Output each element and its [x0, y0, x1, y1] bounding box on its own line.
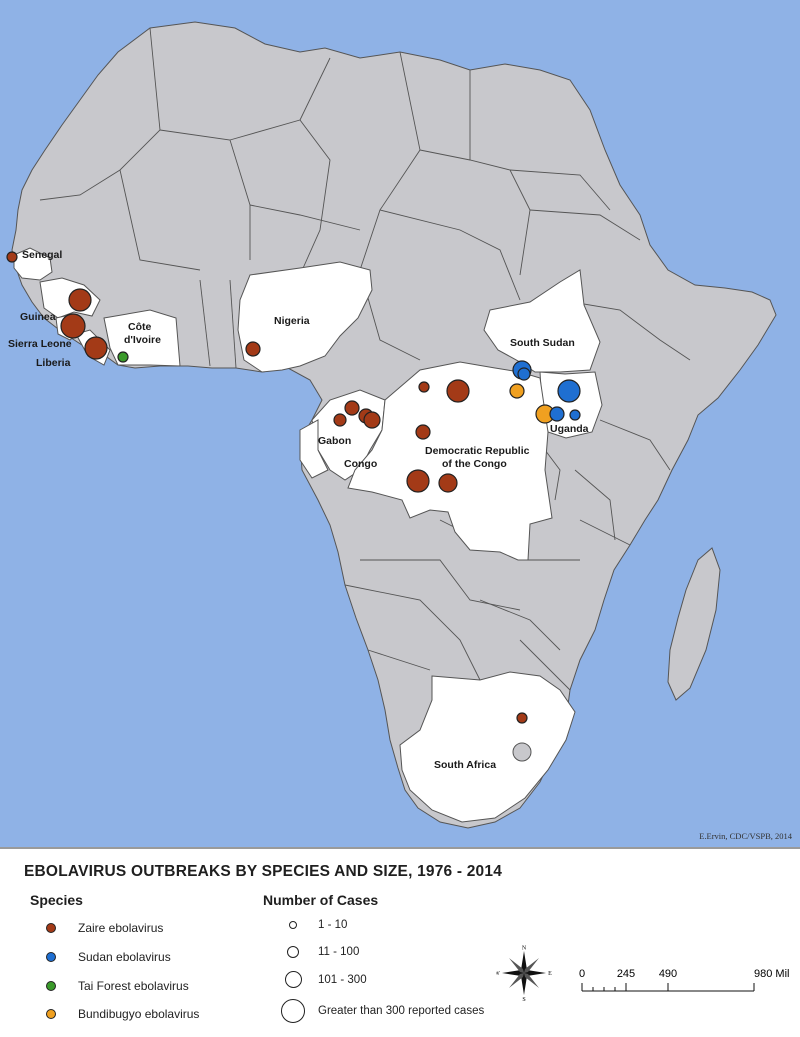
label-drc: Democratic Republic of the Congo	[425, 445, 530, 470]
size-over-300-icon	[281, 999, 305, 1023]
outbreak-marker	[549, 406, 565, 422]
outbreak-marker	[363, 411, 381, 429]
species-label: Zaire ebolavirus	[78, 921, 164, 935]
scale-tick-0: 0	[579, 968, 585, 980]
outbreak-marker	[509, 383, 525, 399]
map-credit: E.Ervin, CDC/VSPB, 2014	[699, 831, 792, 841]
outbreak-marker	[418, 381, 430, 393]
africa-map-svg: Senegal Guinea Sierra Leone Liberia Côte…	[0, 0, 800, 847]
species-label: Bundibugyo ebolavirus	[78, 1007, 200, 1021]
species-row-sudan: Sudan ebolavirus	[46, 950, 171, 964]
outbreak-marker	[569, 409, 581, 421]
cases-row: Greater than 300 reported cases	[280, 999, 484, 1023]
cases-row: 11 - 100	[280, 946, 359, 958]
outbreak-marker	[344, 400, 360, 416]
cases-label: 11 - 100	[318, 946, 360, 958]
country-borders	[39, 27, 691, 691]
legend: EBOLAVIRUS OUTBREAKS BY SPECIES AND SIZE…	[0, 847, 800, 1037]
country-senegal	[13, 247, 53, 281]
outbreak-marker	[84, 336, 108, 360]
cases-label: 101 - 300	[318, 973, 367, 986]
cases-row: 101 - 300	[280, 971, 367, 988]
outbreak-marker	[245, 341, 261, 357]
size-11-100-icon	[287, 946, 299, 958]
label-guinea: Guinea	[20, 311, 56, 323]
label-uganda: Uganda	[550, 423, 589, 435]
bundibugyo-swatch-icon	[46, 1009, 56, 1019]
country-south-sudan	[483, 269, 601, 373]
label-south-africa: South Africa	[434, 759, 496, 771]
outbreak-marker	[415, 424, 431, 440]
lesotho	[512, 742, 532, 762]
scale-tick-1: 245	[617, 968, 635, 980]
outbreak-marker	[333, 413, 347, 427]
outbreak-marker	[517, 367, 531, 381]
species-row-zaire: Zaire ebolavirus	[46, 921, 163, 935]
compass-rose-icon: N S W E	[496, 946, 552, 1002]
map: Senegal Guinea Sierra Leone Liberia Côte…	[0, 0, 800, 847]
legend-title: EBOLAVIRUS OUTBREAKS BY SPECIES AND SIZE…	[24, 863, 503, 880]
species-label: Sudan ebolavirus	[78, 950, 171, 964]
species-row-tai-forest: Tai Forest ebolavirus	[46, 979, 189, 993]
scale-tick-3: 980 Miles	[754, 968, 790, 980]
compass-n: N	[522, 946, 527, 952]
outbreak-marker	[6, 251, 18, 263]
outbreak-marker	[516, 712, 528, 724]
label-liberia: Liberia	[36, 357, 71, 369]
country-nigeria	[237, 261, 373, 373]
tai-forest-swatch-icon	[46, 981, 56, 991]
size-1-10-icon	[289, 921, 297, 929]
species-label: Tai Forest ebolavirus	[78, 979, 189, 993]
label-south-sudan: South Sudan	[510, 337, 575, 349]
outbreak-markers	[6, 251, 581, 724]
species-heading: Species	[30, 892, 83, 908]
label-cote-divoire: Côte d'Ivoire	[124, 321, 161, 346]
outbreak-marker	[117, 351, 129, 363]
scale-bar: 0 245 490 980 Miles	[579, 968, 790, 992]
scale-tick-2: 490	[659, 968, 677, 980]
zaire-swatch-icon	[46, 923, 56, 933]
outbreak-marker	[446, 379, 470, 403]
outbreak-marker	[557, 379, 581, 403]
label-sierra-leone: Sierra Leone	[8, 338, 72, 350]
cases-label: 1 - 10	[318, 919, 348, 931]
compass-w: W	[496, 971, 500, 977]
country-south-africa	[399, 671, 576, 823]
cases-label: Greater than 300 reported cases	[318, 1005, 485, 1017]
madagascar	[667, 547, 721, 701]
species-row-bundibugyo: Bundibugyo ebolavirus	[46, 1007, 199, 1021]
sudan-swatch-icon	[46, 952, 56, 962]
compass-e: E	[548, 971, 552, 977]
label-nigeria: Nigeria	[274, 315, 310, 327]
label-gabon: Gabon	[318, 435, 351, 447]
cases-heading: Number of Cases	[263, 892, 379, 908]
country-gabon	[299, 419, 329, 479]
cases-row: 1 - 10	[280, 919, 347, 931]
label-congo: Congo	[344, 458, 377, 470]
outbreak-marker	[68, 288, 92, 312]
size-101-300-icon	[284, 971, 302, 988]
outbreak-marker	[406, 469, 430, 493]
label-senegal: Senegal	[22, 249, 62, 261]
outbreak-marker	[60, 313, 86, 339]
scale-ticks	[581, 983, 755, 992]
compass-s: S	[522, 997, 525, 1001]
outbreak-marker	[438, 473, 458, 493]
